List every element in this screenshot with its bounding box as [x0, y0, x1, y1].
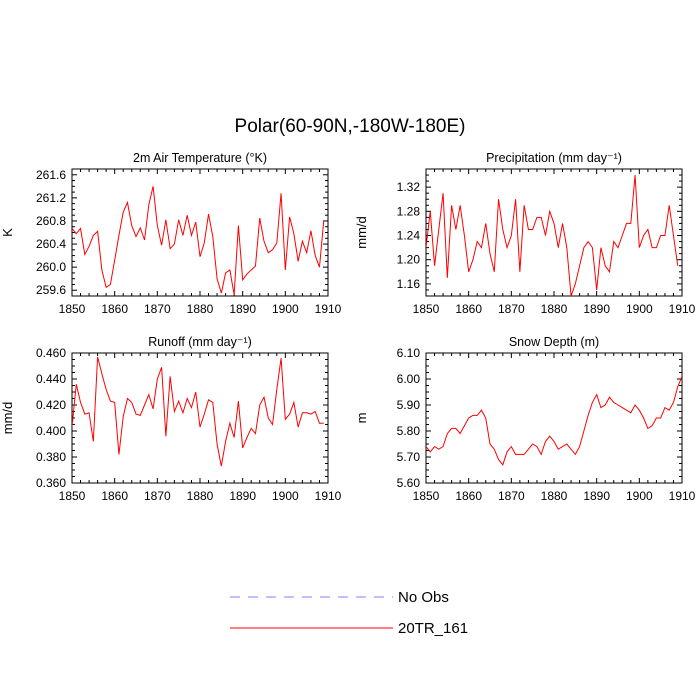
snow-depth-xtick-label: 1910 [669, 489, 696, 503]
panel-snow-depth: Snow Depth (m) m 1850 1860 1870 1880 1890 1900 1… [354, 335, 696, 503]
snow-depth-ytick-label: 6.00 [397, 372, 421, 386]
temperature-xtick-label: 1890 [229, 302, 256, 316]
precipitation-ylabel: mm/d [354, 216, 369, 249]
temperature-ytick-label: 260.4 [36, 237, 66, 251]
temperature-xtick-label: 1860 [101, 302, 128, 316]
temperature-xtick-label: 1900 [272, 302, 299, 316]
temperature-xtick-label: 1880 [187, 302, 214, 316]
temperature-ytick-label: 259.6 [36, 283, 66, 297]
runoff-xtick-label: 1900 [272, 489, 299, 503]
runoff-ytick-label: 0.420 [36, 398, 66, 412]
runoff-xtick-label: 1910 [315, 489, 342, 503]
snow-depth-ytick-label: 5.90 [397, 398, 421, 412]
runoff-xtick-label: 1870 [144, 489, 171, 503]
snow-depth-ytick-label: 5.80 [397, 424, 421, 438]
precipitation-ytick-label: 1.28 [397, 204, 421, 218]
precipitation-ytick-label: 1.16 [397, 277, 421, 291]
precipitation-ytick-label: 1.24 [397, 229, 421, 243]
snow-depth-series-line [426, 375, 682, 466]
precipitation-xtick-label: 1850 [413, 302, 440, 316]
panel-precipitation: Precipitation (mm day⁻¹) mm/d 1850 1860 1870… [354, 151, 696, 316]
snow-depth-xtick-label: 1860 [455, 489, 482, 503]
temperature-xtick-label: 1850 [59, 302, 86, 316]
panel-runoff: Runoff (mm day⁻¹) mm/d 1850 1860 1870 1880 189… [0, 335, 342, 503]
precipitation-series-line [426, 175, 679, 296]
snow-depth-xtick-label: 1880 [541, 489, 568, 503]
precipitation-xtick-label: 1860 [455, 302, 482, 316]
panel-temperature: 2m Air Temperature (°K) K 1850 1860 1870 1880… [0, 151, 342, 316]
precipitation-xtick-label: 1880 [541, 302, 568, 316]
runoff-xtick-label: 1850 [59, 489, 86, 503]
temperature-plot-frame [71, 168, 329, 297]
runoff-ytick-label: 0.400 [36, 424, 66, 438]
precipitation-ytick-label: 1.20 [397, 253, 421, 267]
temperature-xtick-label: 1910 [315, 302, 342, 316]
runoff-xtick-label: 1880 [187, 489, 214, 503]
snow-depth-xtick-label: 1900 [626, 489, 653, 503]
runoff-ytick-label: 0.380 [36, 450, 66, 464]
snow-depth-ytick-label: 5.70 [397, 450, 421, 464]
runoff-xtick-label: 1860 [101, 489, 128, 503]
snow-depth-xtick-label: 1870 [498, 489, 525, 503]
runoff-title: Runoff (mm day⁻¹) [148, 335, 252, 349]
precipitation-xtick-label: 1910 [669, 302, 696, 316]
precipitation-xtick-label: 1870 [498, 302, 525, 316]
temperature-ytick-label: 261.2 [36, 191, 66, 205]
precipitation-xtick-label: 1900 [626, 302, 653, 316]
temperature-ylabel: K [0, 228, 15, 237]
temperature-ytick-label: 260.8 [36, 214, 66, 228]
snow-depth-xtick-label: 1850 [413, 489, 440, 503]
runoff-plot-frame [71, 352, 329, 484]
runoff-xtick-label: 1890 [229, 489, 256, 503]
runoff-series-line [72, 356, 324, 467]
snow-depth-xtick-label: 1890 [583, 489, 610, 503]
runoff-ytick-label: 0.360 [36, 476, 66, 490]
temperature-xtick-label: 1870 [144, 302, 171, 316]
snow-depth-title: Snow Depth (m) [509, 335, 599, 349]
precipitation-title: Precipitation (mm day⁻¹) [486, 151, 622, 165]
figure-title: Polar(60-90N,-180W-180E) [234, 116, 466, 137]
legend-label-1: No Obs [398, 589, 449, 606]
snow-depth-ytick-label: 6.10 [397, 346, 421, 360]
temperature-title: 2m Air Temperature (°K) [133, 151, 267, 165]
snow-depth-ylabel: m [354, 413, 369, 424]
precipitation-ytick-label: 1.32 [397, 180, 421, 194]
runoff-ytick-label: 0.460 [36, 346, 66, 360]
temperature-ytick-label: 260.0 [36, 260, 66, 274]
snow-depth-ytick-label: 5.60 [397, 476, 421, 490]
temperature-ytick-label: 261.6 [36, 168, 66, 182]
legend: No Obs 20TR_161 [230, 589, 468, 637]
temperature-series-line [72, 186, 325, 295]
legend-label-2: 20TR_161 [398, 620, 468, 637]
runoff-ylabel: mm/d [0, 402, 15, 435]
runoff-ytick-label: 0.440 [36, 372, 66, 386]
precipitation-xtick-label: 1890 [583, 302, 610, 316]
